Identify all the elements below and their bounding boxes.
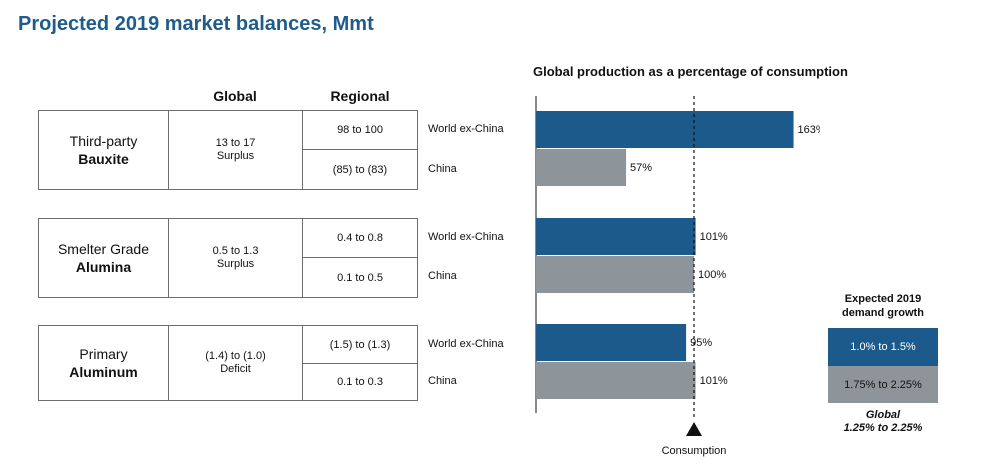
demand-growth-global-label: Global	[865, 409, 901, 421]
regional-balance-world: 0.4 to 0.8	[303, 219, 417, 258]
demand-growth-global: Global 1.25% to 2.25%	[826, 409, 940, 435]
global-balance-range: (1.4) to (1.0)	[205, 350, 266, 362]
global-balance-status: Deficit	[220, 363, 251, 375]
bar-value-label: 100%	[698, 269, 726, 281]
region-label-china: China	[428, 270, 457, 282]
bar	[536, 256, 694, 293]
region-label-world: World ex-China	[428, 338, 504, 350]
commodity-name: Primary Aluminum	[39, 326, 169, 400]
bar-value-label: 101%	[700, 231, 728, 243]
chart-title: Global production as a percentage of con…	[533, 64, 848, 79]
page-title: Projected 2019 market balances, Mmt	[18, 13, 374, 35]
global-balance-status: Surplus	[216, 258, 255, 270]
bar	[536, 218, 696, 255]
global-balance: (1.4) to (1.0) Deficit	[169, 326, 303, 400]
demand-growth-china: 1.75% to 2.25%	[828, 366, 938, 403]
regional-balance-world: (1.5) to (1.3)	[303, 326, 417, 364]
consumption-marker-icon	[686, 422, 702, 436]
bar-value-label: 95%	[690, 337, 712, 349]
global-balance: 0.5 to 1.3 Surplus	[169, 219, 303, 297]
bar	[536, 111, 794, 148]
global-balance-range: 0.5 to 1.3	[212, 245, 259, 257]
table-group-bauxite: Third-party Bauxite 13 to 17 Surplus 98 …	[38, 110, 418, 190]
commodity-name: Third-party Bauxite	[39, 111, 169, 189]
commodity-name-line2: Aluminum	[69, 364, 138, 380]
commodity-name-line2: Bauxite	[78, 151, 129, 167]
bar-value-label: 163%	[798, 124, 820, 136]
demand-growth-heading: Expected 2019 demand growth	[826, 292, 940, 320]
regional-balance-china: 0.1 to 0.3	[337, 376, 383, 388]
bar-value-label: 101%	[700, 375, 728, 387]
bar	[536, 149, 627, 186]
demand-growth-heading-line2: demand growth	[842, 307, 924, 319]
region-label-world: World ex-China	[428, 231, 504, 243]
commodity-name-line2: Alumina	[75, 259, 132, 275]
demand-growth-heading-line1: Expected 2019	[844, 293, 922, 305]
commodity-name: Smelter Grade Alumina	[39, 219, 169, 297]
table-group-alumina: Smelter Grade Alumina 0.5 to 1.3 Surplus…	[38, 218, 418, 298]
demand-growth-global-value: 1.25% to 2.25%	[843, 422, 923, 434]
bar-value-label: 57%	[630, 162, 652, 174]
region-label-china: China	[428, 375, 457, 387]
regional-balance-china: (85) to (83)	[332, 163, 388, 176]
bar-chart: 163% 57% 101% 100% 95% 101% Consumption	[535, 96, 820, 457]
column-header-global: Global	[213, 88, 257, 104]
global-balance-range: 13 to 17	[215, 137, 256, 149]
consumption-label: Consumption	[662, 445, 727, 457]
column-header-regional: Regional	[330, 88, 390, 104]
global-balance: 13 to 17 Surplus	[169, 111, 303, 189]
commodity-name-line1: Primary	[79, 346, 128, 362]
commodity-name-line1: Third-party	[69, 133, 138, 149]
commodity-name-line1: Smelter Grade	[57, 241, 150, 257]
demand-growth-world-ex-china: 1.0% to 1.5%	[828, 328, 938, 366]
region-label-world: World ex-China	[428, 123, 504, 135]
bar	[536, 362, 696, 399]
regional-balance-world: 98 to 100	[303, 111, 417, 150]
table-group-aluminum: Primary Aluminum (1.4) to (1.0) Deficit …	[38, 325, 418, 401]
region-label-china: China	[428, 163, 457, 175]
global-balance-status: Surplus	[216, 150, 255, 162]
regional-balance-china: 0.1 to 0.5	[337, 271, 383, 284]
bar	[536, 324, 687, 361]
